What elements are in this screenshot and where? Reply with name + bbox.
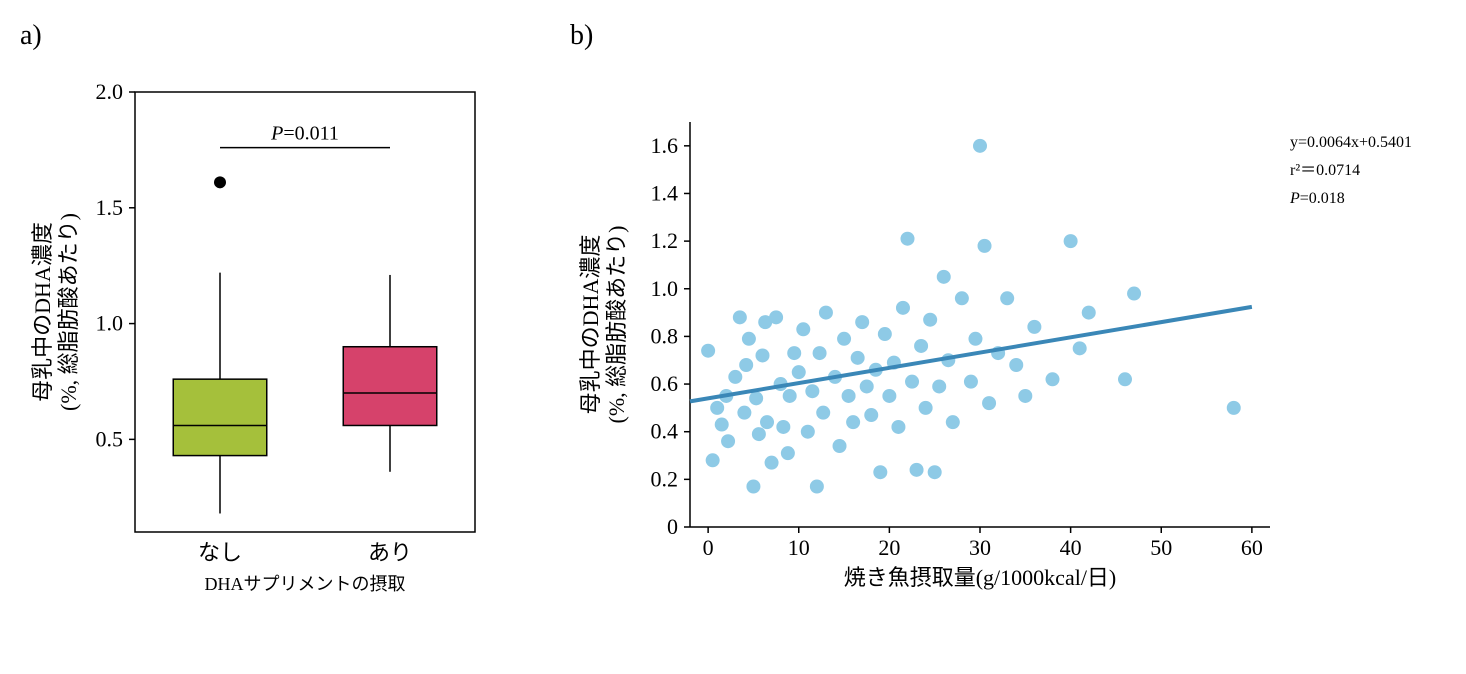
svg-text:0.4: 0.4 bbox=[651, 419, 679, 444]
svg-text:0: 0 bbox=[667, 514, 678, 539]
svg-text:1.6: 1.6 bbox=[651, 133, 679, 158]
svg-text:1.0: 1.0 bbox=[651, 276, 679, 301]
svg-text:あり: あり bbox=[368, 540, 412, 565]
svg-text:0.5: 0.5 bbox=[96, 426, 124, 451]
svg-text:(%, 総脂肪酸あたり): (%, 総脂肪酸あたり) bbox=[56, 213, 81, 411]
svg-text:2.0: 2.0 bbox=[96, 79, 124, 104]
boxplot-svg: 0.5 1.0 1.5 2.0 母乳中のDHA濃度(%, 総脂肪酸あたり) なし あり DHA… bbox=[20, 72, 490, 622]
svg-text:DHAサプリメントの摂取: DHAサプリメントの摂取 bbox=[205, 574, 406, 594]
svg-text:20: 20 bbox=[878, 535, 900, 560]
svg-text:母乳中のDHA濃度: 母乳中のDHA濃度 bbox=[578, 235, 603, 415]
scatter-svg: 0 0.2 0.4 0.6 0.8 1.0 1.2 1.4 1.6 0 10 20 30 40 50 60 母乳… bbox=[570, 72, 1440, 632]
svg-text:0.2: 0.2 bbox=[651, 466, 679, 491]
svg-text:60: 60 bbox=[1241, 535, 1263, 560]
svg-text:r²＝0.0714: r²＝0.0714 bbox=[1290, 162, 1360, 179]
svg-text:焼き魚摂取量(g/1000kcal/日): 焼き魚摂取量(g/1000kcal/日) bbox=[844, 565, 1117, 590]
svg-text:P=0.018: P=0.018 bbox=[1289, 190, 1345, 207]
svg-text:0.6: 0.6 bbox=[651, 371, 679, 396]
panel-b: b) 0 0.2 0.4 0.6 0.8 1.0 1.2 1.4 1.6 0 10 20 30 40 50 6… bbox=[570, 20, 1440, 637]
svg-text:1.4: 1.4 bbox=[651, 180, 679, 205]
svg-text:1.2: 1.2 bbox=[651, 228, 679, 253]
panel-b-label: b) bbox=[570, 20, 1440, 52]
panel-a-label: a) bbox=[20, 20, 490, 52]
svg-text:1.5: 1.5 bbox=[96, 195, 124, 220]
svg-text:50: 50 bbox=[1150, 535, 1172, 560]
svg-text:母乳中のDHA濃度: 母乳中のDHA濃度 bbox=[30, 222, 55, 402]
svg-text:なし: なし bbox=[198, 540, 242, 565]
svg-text:10: 10 bbox=[788, 535, 810, 560]
figure-container: a) 0.51.01.52.0母乳中のDHA濃度(%, 総脂肪酸あたり)なしあり… bbox=[20, 20, 1446, 637]
scatter-chart: 0 0.2 0.4 0.6 0.8 1.0 1.2 1.4 1.6 0 10 20 30 40 50 60 母乳… bbox=[570, 72, 1440, 637]
svg-text:y=0.0064x+0.5401: y=0.0064x+0.5401 bbox=[1290, 134, 1412, 151]
svg-text:0: 0 bbox=[703, 535, 714, 560]
svg-text:1.0: 1.0 bbox=[96, 311, 124, 336]
svg-text:P=0.011: P=0.011 bbox=[270, 123, 339, 145]
panel-a: a) 0.5 1.0 1.5 2.0 母乳中のDHA濃度(%, 総脂肪酸あたり) なし あり… bbox=[20, 20, 490, 637]
boxplot-chart: 0.5 1.0 1.5 2.0 母乳中のDHA濃度(%, 総脂肪酸あたり) なし あり DHA… bbox=[20, 72, 490, 627]
svg-text:0.8: 0.8 bbox=[651, 323, 679, 348]
svg-text:30: 30 bbox=[969, 535, 991, 560]
svg-text:(%, 総脂肪酸あたり): (%, 総脂肪酸あたり) bbox=[604, 226, 629, 424]
svg-text:40: 40 bbox=[1060, 535, 1082, 560]
